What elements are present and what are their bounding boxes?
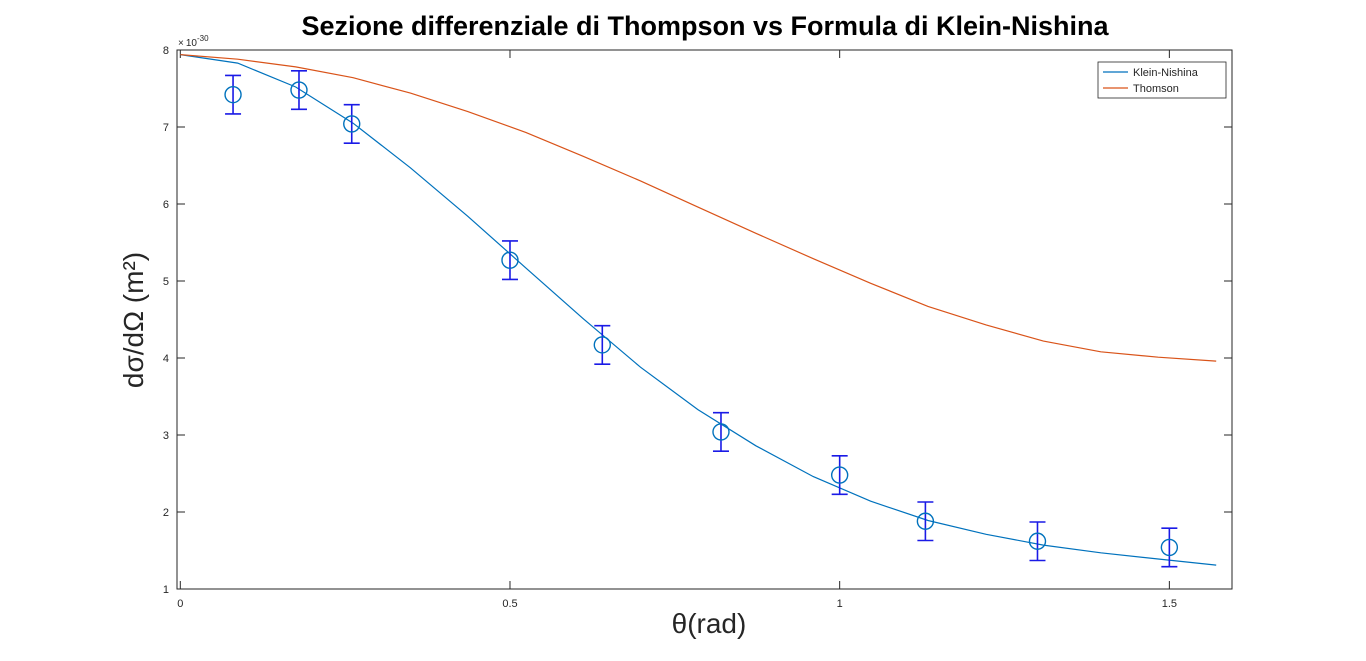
data-point: [712, 411, 730, 452]
data-point-marker: [830, 466, 849, 484]
data-point: [290, 69, 308, 111]
legend: Klein-Nishina Thomson: [1097, 61, 1227, 99]
data-point: [830, 454, 849, 496]
data-point: [224, 74, 242, 115]
data-point: [1160, 527, 1179, 568]
legend-label-klein-nishina: Klein-Nishina: [1133, 67, 1199, 79]
legend-label-thomson: Thomson: [1133, 83, 1179, 95]
data-point-marker: [343, 115, 361, 133]
x-tick-label: 1.5: [1162, 598, 1177, 610]
y-tick-label: 2: [163, 507, 169, 519]
x-axis-label: θ(rad): [672, 608, 747, 639]
data-point: [916, 501, 935, 542]
data-point-marker: [290, 81, 308, 99]
chart-title: Sezione differenziale di Thompson vs For…: [301, 11, 1109, 41]
series-line-thomson: [180, 54, 1217, 362]
errorbar-layer: [224, 69, 1179, 568]
data-point-marker: [593, 336, 611, 354]
x-tick-label: 0: [177, 598, 183, 610]
y-tick-label: 7: [163, 122, 169, 134]
y-axis-label: dσ/dΩ (m²): [118, 252, 149, 388]
series-line-klein-nishina: [180, 54, 1217, 566]
data-point: [1028, 521, 1047, 562]
x-tick-label: 1: [837, 598, 843, 610]
y-tick-label: 8: [163, 45, 169, 57]
data-point-marker: [712, 423, 730, 441]
plot-area: [176, 49, 1233, 590]
data-point: [593, 324, 611, 365]
x-axis: 0 0.5 1 1.5: [177, 50, 1177, 610]
data-point: [501, 240, 519, 281]
y-tick-label: 3: [163, 430, 169, 442]
legend-box: [1097, 61, 1227, 99]
series-layer: [180, 54, 1217, 566]
data-point-marker: [1028, 532, 1047, 550]
y-exponent-label: × 10-30: [178, 34, 209, 49]
data-point-marker: [501, 251, 519, 269]
y-axis: 1 2 3 4 5 6 7 8: [163, 45, 1232, 596]
y-tick-label: 1: [163, 584, 169, 596]
y-tick-label: 5: [163, 276, 169, 288]
y-tick-label: 4: [163, 353, 169, 365]
data-point-marker: [1160, 538, 1179, 557]
x-tick-label: 0.5: [502, 598, 517, 610]
data-point-marker: [916, 512, 935, 530]
data-point: [343, 103, 361, 144]
y-tick-label: 6: [163, 199, 169, 211]
data-point-marker: [224, 85, 242, 104]
